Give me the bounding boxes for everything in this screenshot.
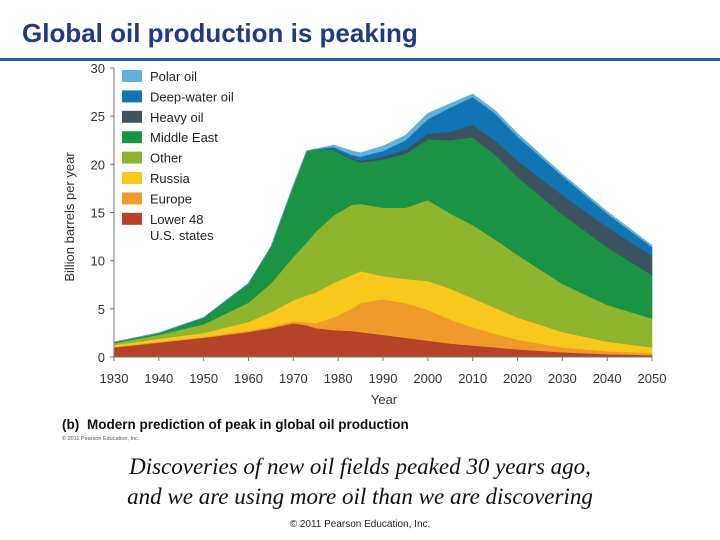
legend-item-polar-oil: Polar oil (122, 69, 197, 84)
x-axis-label: Year (371, 392, 398, 407)
footer-copyright: © 2011 Pearson Education, Inc. (289, 519, 431, 530)
y-axis-label: Billion barrels per year (62, 152, 77, 282)
caption-line-1: Discoveries of new oil fields peaked 30 … (129, 454, 591, 479)
legend-label: Heavy oil (150, 110, 204, 125)
chart-areas (113, 93, 653, 358)
x-tick-label: 1940 (144, 371, 173, 386)
y-tick-label: 30 (91, 61, 105, 76)
y-tick-label: 20 (91, 157, 105, 172)
legend-label: U.S. states (150, 228, 214, 243)
x-tick-label: 1980 (324, 371, 353, 386)
legend-label: Other (150, 151, 183, 166)
legend-swatch (122, 90, 142, 103)
legend-label: Lower 48 (150, 212, 203, 227)
legend-item-deep-water-oil: Deep-water oil (122, 89, 234, 104)
chart-panel-label: (b) (62, 417, 79, 432)
y-tick-label: 10 (91, 254, 105, 269)
x-tick-label: 2010 (458, 371, 487, 386)
oil-production-chart: 0 5 10 15 20 25 30 1930 1940 1950 1960 1970 1980 1990… (62, 61, 667, 442)
x-tick-label: 1990 (369, 371, 398, 386)
legend-swatch (122, 151, 142, 164)
x-tick-label: 2000 (413, 371, 442, 386)
legend-item-lower-48-u-s-states: Lower 48U.S. states (122, 212, 214, 243)
chart-credit: © 2011 Pearson Education, Inc. (62, 435, 140, 442)
legend-swatch (122, 192, 142, 205)
legend-label: Russia (150, 171, 191, 186)
x-tick-label: 1970 (279, 371, 308, 386)
chart-title: (b) Modern prediction of peak in global … (62, 417, 409, 432)
x-tick-label: 1960 (234, 371, 263, 386)
legend-swatch (122, 70, 142, 82)
x-tick-label: 2030 (548, 371, 577, 386)
x-tick-label: 1950 (189, 371, 218, 386)
y-tick-label: 5 (98, 302, 105, 317)
legend-item-other: Other (122, 151, 183, 166)
legend-item-europe: Europe (122, 191, 192, 206)
chart-axes: 0 5 10 15 20 25 30 1930 1940 1950 1960 1970 1980 1990… (91, 61, 667, 386)
y-tick-label: 0 (98, 350, 105, 365)
x-tick-label: 1930 (100, 371, 129, 386)
slide-title: Global oil production is peaking (22, 18, 418, 48)
legend-item-middle-east: Middle East (122, 130, 218, 145)
area-polar-oil (113, 93, 653, 343)
legend-swatch (122, 172, 142, 184)
legend-item-russia: Russia (122, 171, 191, 186)
legend-swatch (122, 131, 142, 144)
legend-swatch (122, 110, 142, 123)
y-tick-label: 15 (91, 206, 105, 221)
chart-legend: Polar oil Deep-water oil Heavy oil Middle E… (122, 69, 234, 243)
legend-label: Deep-water oil (150, 89, 234, 104)
x-tick-label: 2040 (593, 371, 622, 386)
chart-title-text: Modern prediction of peak in global oil … (87, 417, 409, 432)
legend-swatch (122, 212, 142, 225)
x-tick-label: 2020 (503, 371, 532, 386)
x-tick-label: 2050 (638, 371, 667, 386)
caption-line-2: and we are using more oil than we are di… (127, 484, 593, 509)
title-rule (0, 58, 720, 61)
legend-label: Middle East (150, 130, 218, 145)
legend-label: Europe (150, 191, 192, 206)
y-tick-label: 25 (91, 109, 105, 124)
legend-label: Polar oil (150, 69, 197, 84)
legend-item-heavy-oil: Heavy oil (122, 110, 204, 125)
